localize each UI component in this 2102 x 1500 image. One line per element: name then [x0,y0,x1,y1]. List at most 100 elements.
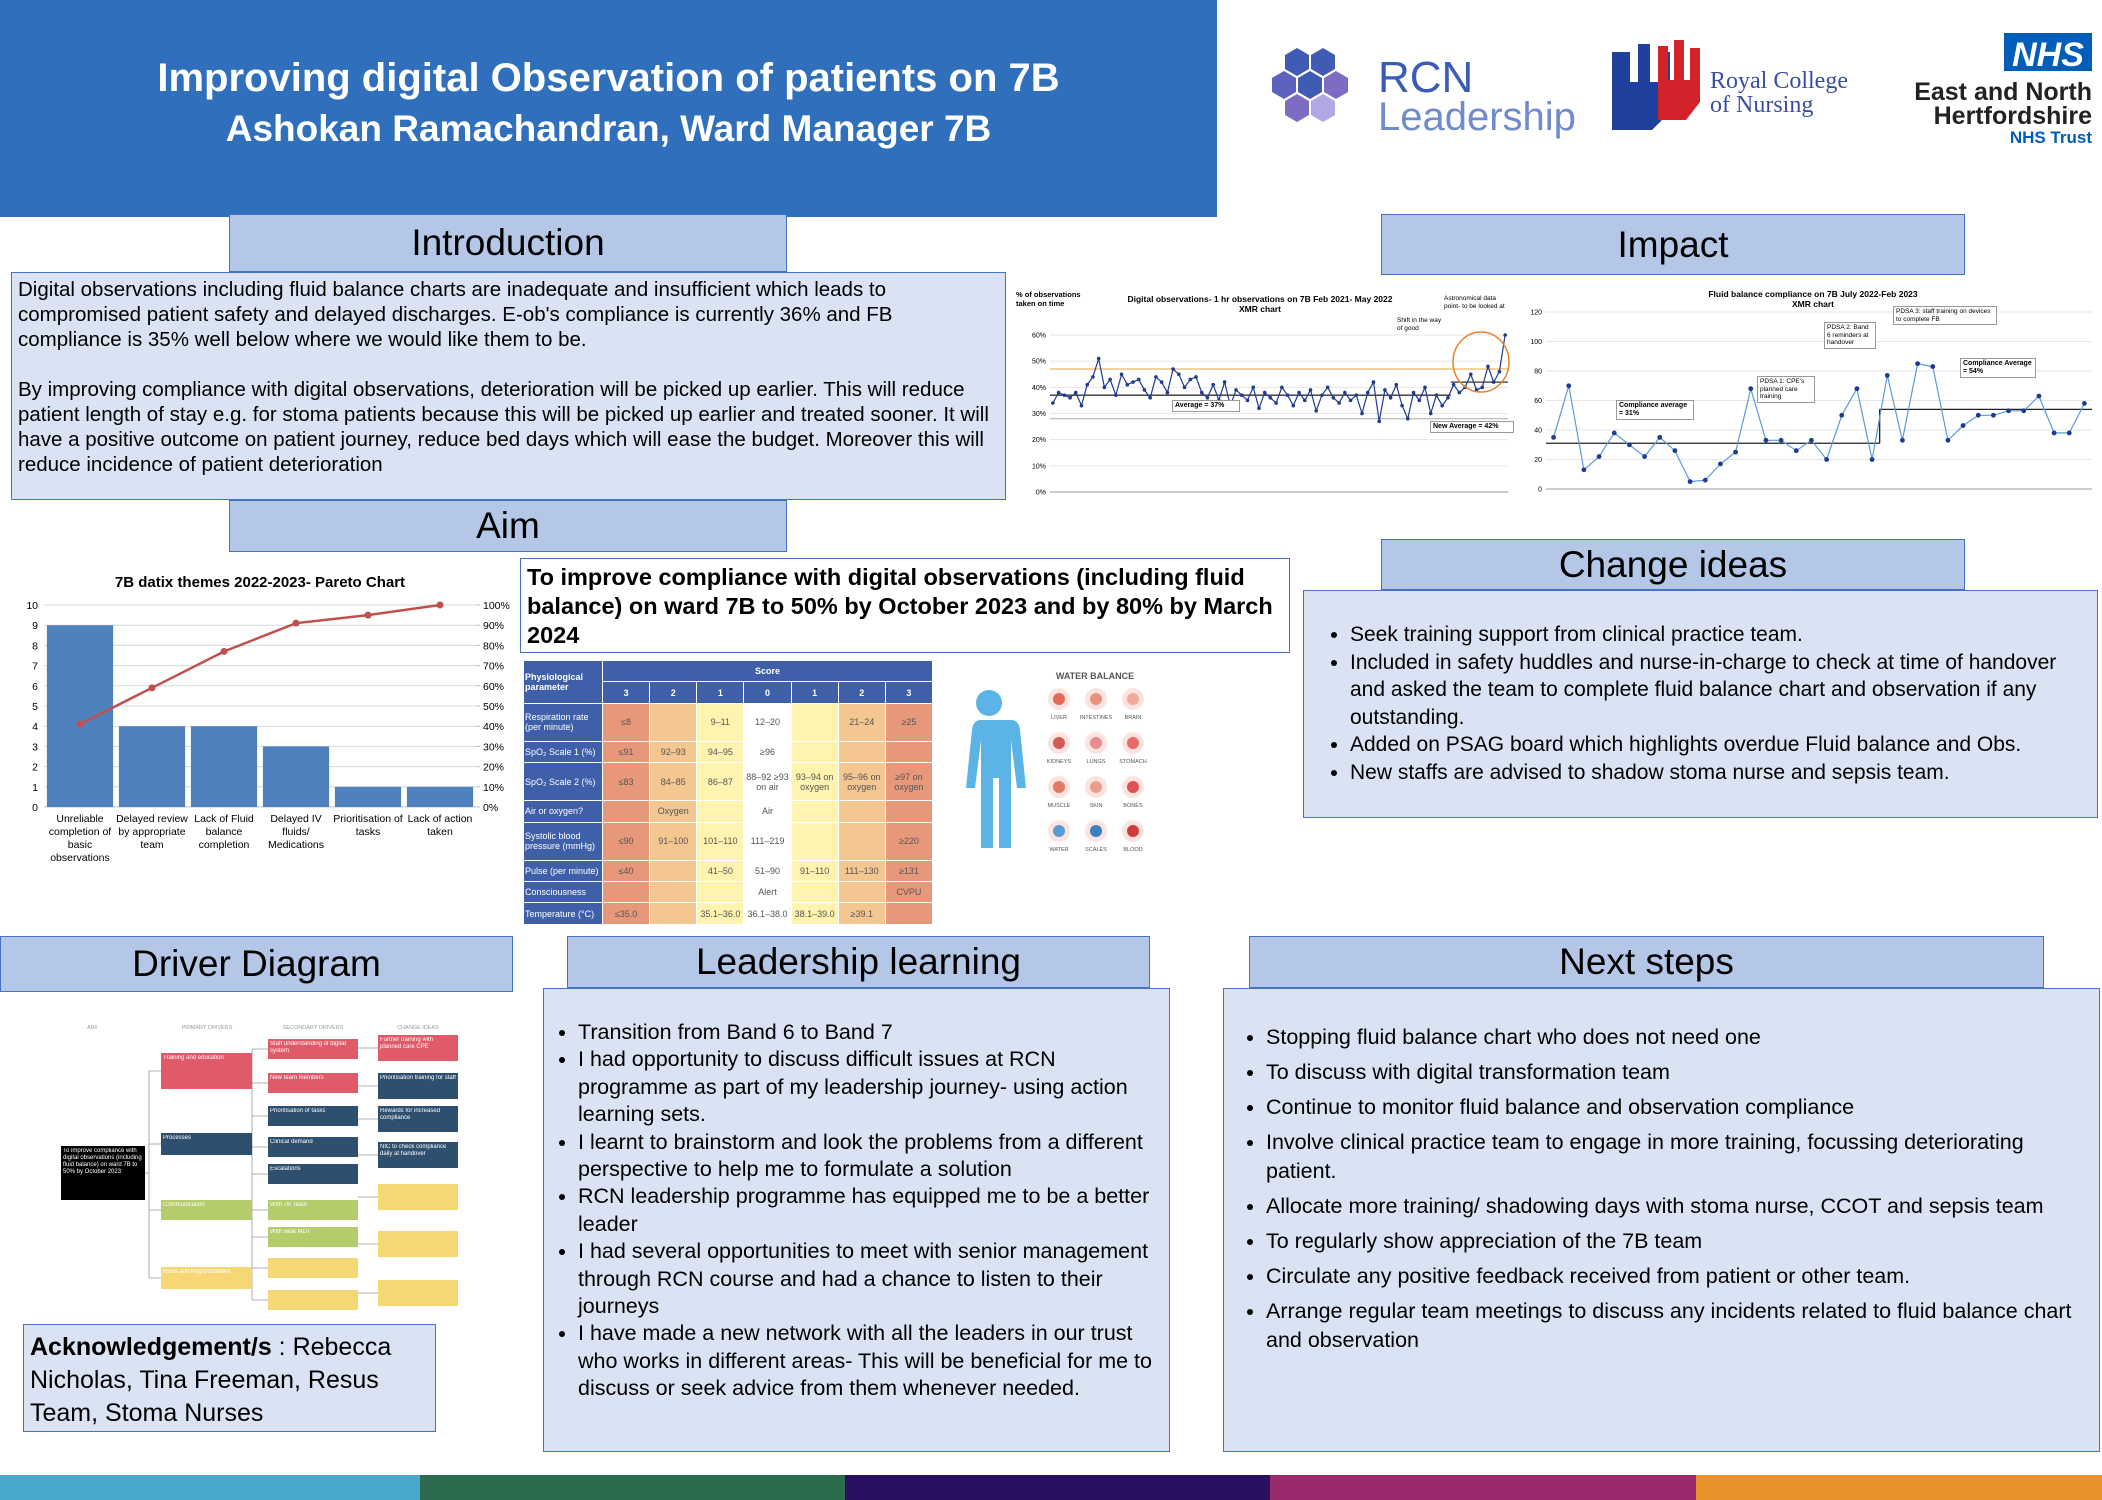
news-cell [837,821,886,861]
y2-tick-label: 70% [483,661,504,673]
news-score: 0 [743,681,792,704]
y-tick-label: 60 [1534,398,1542,405]
acknowledgement-label: Acknowledgement/s [30,1333,272,1361]
next-step: Arrange regular team meetings to discuss… [1266,1297,2089,1355]
news-cell [649,902,698,925]
data-point [1869,457,1875,462]
data-point [1188,377,1193,382]
organ-icon [1090,825,1102,837]
organ-label: BONES [1123,803,1143,809]
y-tick-label: 50% [1032,359,1046,366]
data-point [1763,437,1769,443]
organ-icon [1090,693,1102,705]
data-point [1325,385,1330,390]
y-tick-label: 8 [32,640,38,652]
rcn-hand-logo [1612,40,1700,130]
data-point [1051,401,1055,405]
driver-box-text: Communication [163,1202,205,1208]
poster-subtitle: Ashokan Ramachandran, Ward Manager 7B [225,108,992,149]
cumulative-point [292,619,300,627]
y2-tick-label: 60% [483,681,504,693]
pareto-chart: 7B datix themes 2022-2023- Pareto Chart 0… [11,563,511,873]
news-cell: ≥25 [884,702,934,742]
data-point [1778,437,1784,443]
data-point [1096,356,1101,361]
news-parameter: Temperature (°C) [523,902,603,925]
data-point [1062,393,1067,397]
y-tick-label: 80 [1534,369,1542,376]
aim-statement: To improve compliance with digital obser… [520,558,1290,653]
data-point [1440,403,1444,408]
water-balance-title: WATER BALANCE [1056,671,1134,681]
data-point [1331,396,1336,400]
driver-box [161,1200,252,1220]
driver-box-text-holder: Training and education [163,1055,224,1061]
driver-box [61,1146,145,1200]
news-header: Physiological parameter [523,660,603,704]
data-point [1148,396,1152,400]
driver-box-text-holder: Communication [163,1202,205,1208]
news-cell [837,740,886,764]
data-point [1930,364,1936,369]
data-point [1354,393,1359,397]
data-point [2006,408,2011,414]
news-parameter: Respiration rate (per minute) [523,702,603,742]
news-cell: 12–20 [743,702,792,742]
driver-box-text-holder: With wide MDT [270,1229,311,1235]
driver-box-text: To improve compliance with digital obser… [63,1148,142,1175]
learning-item-list: Transition from Band 6 to Band 7I had op… [544,1019,1161,1403]
data-point [1434,393,1439,397]
annotation: Compliance Average = 54% [1960,358,2036,378]
y2-tick-label: 30% [483,741,504,753]
news-parameter: SpO₂ Scale 1 (%) [523,740,603,764]
data-point [1194,375,1198,379]
news-cell: 88–92 ≥93 on air [743,762,792,802]
news-header-row: Physiological parameter Score [523,659,933,704]
driver-column-header: CHANGE IDEAS [397,1025,439,1031]
data-point [1480,385,1485,390]
news-score-label: Score [602,659,933,683]
data-point [1136,377,1141,382]
data-point [1497,369,1502,374]
organ-label: LIVER [1051,715,1067,721]
driver-box-text: Prioritisation of tasks [270,1108,326,1114]
news-cell: ≥97 on oxygen [884,762,934,802]
driver-column-header: PRIMARY DRIVERS [182,1025,233,1031]
driver-box-text: Further training with planned care CPE [380,1037,434,1050]
body-figure [966,690,1026,848]
news-cell: Oxygen [649,800,698,823]
driver-box-text-holder: Staff understanding of digital system [270,1041,346,1054]
driver-box [378,1142,458,1168]
x-tick-label: Unreliable completion of basic observati… [48,813,112,864]
change-idea: Added on PSAG board which highlights ove… [1350,731,2087,759]
news-cell [884,902,934,925]
data-point [1199,390,1204,395]
data-point [1280,385,1284,390]
news-cell: 91–110 [790,859,839,883]
driver-box-text: With 7B Team [270,1202,308,1208]
data-point [1182,385,1187,390]
driver-box-text-holder: Risks and responsibilities [163,1269,230,1275]
news-cell: ≤40 [601,859,651,883]
driver-box [268,1290,358,1310]
learning-item: RCN leadership programme has equipped me… [578,1183,1161,1238]
news-cell [790,800,839,823]
rcn-name: Royal College [1710,68,1848,94]
news-cell: 111–130 [837,859,886,883]
news-row: Consciousness Alert CVPU [523,880,934,904]
news-row: SpO₂ Scale 1 (%) ≤91 92–93 94–95 ≥96 [523,740,934,764]
y2-tick-label: 80% [483,640,504,652]
driver-box [378,1106,458,1132]
footer-stripe [420,1475,845,1500]
news-cell: 51–90 [743,859,792,883]
learning-item: Transition from Band 6 to Band 7 [578,1019,1161,1046]
organ-icon [1090,737,1102,749]
trust-name: Hertfordshire [1934,102,2092,130]
section-heading: Aim [229,500,787,552]
cumulative-point [148,684,156,692]
data-point [1056,390,1061,395]
driver-box [378,1073,458,1099]
news-cell: ≥39.1 [837,902,886,925]
data-point [2036,393,2042,399]
y2-tick-label: 20% [483,762,504,774]
